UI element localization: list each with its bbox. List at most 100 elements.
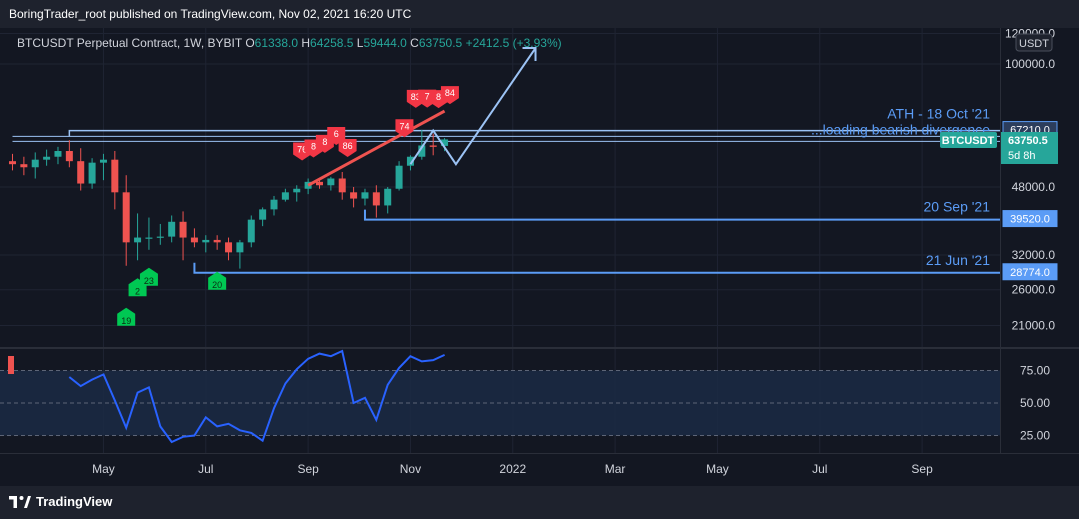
- level-price-text: 39520.0: [1010, 214, 1050, 226]
- published-text: BoringTrader_root published on TradingVi…: [9, 7, 412, 21]
- candle-body[interactable]: [304, 181, 312, 189]
- price-tick-label: 26000.0: [1012, 283, 1056, 297]
- candle-body[interactable]: [156, 236, 164, 238]
- level-price-badge: [1002, 263, 1058, 281]
- buy-signal-marker[interactable]: [208, 271, 227, 290]
- candle-body[interactable]: [384, 188, 392, 206]
- candle-body[interactable]: [259, 209, 267, 220]
- buy-signal-marker[interactable]: [139, 267, 158, 286]
- sell-signal-marker[interactable]: [338, 139, 357, 157]
- candle-body[interactable]: [247, 219, 255, 243]
- price-tick-label: 32000.0: [1012, 248, 1056, 262]
- time-tick-label: Nov: [400, 462, 421, 476]
- close-value: 63750.5: [419, 36, 466, 50]
- time-tick-label: May: [92, 462, 115, 476]
- sell-signal-label: 8: [311, 141, 316, 151]
- candle-body[interactable]: [281, 192, 289, 200]
- sell-signal-label: 6: [334, 129, 339, 139]
- price-tick-label: 100000.0: [1005, 57, 1055, 71]
- sell-signal-label: 76: [297, 144, 307, 154]
- time-tick-label: Sep: [297, 462, 319, 476]
- level-annotation: 20 Sep '21: [923, 199, 990, 215]
- sell-signal-label: 83: [411, 92, 421, 102]
- candle-body[interactable]: [395, 165, 403, 189]
- rsi-line: [68, 349, 446, 444]
- buy-signal-label: 19: [121, 316, 131, 326]
- time-tick-label: May: [706, 462, 729, 476]
- sell-signal-label: 8: [436, 92, 441, 102]
- level-annotation: 21 Jun '21: [926, 252, 990, 268]
- last-price-text: 63750.5: [1008, 135, 1048, 147]
- sell-signal-marker[interactable]: [440, 86, 459, 105]
- candle-body[interactable]: [20, 164, 28, 168]
- candle-body[interactable]: [190, 237, 198, 243]
- chart-area[interactable]: ATH - 18 Oct '21...loading bearish diver…: [0, 28, 1079, 486]
- candle-body[interactable]: [179, 221, 187, 238]
- buy-signal-marker[interactable]: [117, 307, 136, 326]
- high-value: 64258.5: [310, 36, 357, 50]
- candle-body[interactable]: [361, 192, 369, 199]
- projection-path[interactable]: [409, 47, 537, 166]
- ath-level-line: [68, 129, 1000, 137]
- publish-bar: BoringTrader_root published on TradingVi…: [0, 0, 1079, 28]
- buy-signal-label: 2: [135, 286, 140, 296]
- candle-body[interactable]: [43, 156, 51, 160]
- candle-body[interactable]: [372, 192, 380, 206]
- candle-body[interactable]: [202, 239, 210, 243]
- price-tick-label: 21000.0: [1012, 319, 1056, 333]
- candle-body[interactable]: [418, 145, 426, 157]
- candle-body[interactable]: [54, 151, 62, 157]
- candle-body[interactable]: [111, 159, 119, 193]
- time-tick-label: Jul: [812, 462, 827, 476]
- level-price-text: 67210.0: [1010, 125, 1050, 137]
- candle-body[interactable]: [350, 192, 358, 199]
- buy-signal-label: 23: [144, 276, 154, 286]
- candle-body[interactable]: [213, 239, 221, 243]
- candle-body[interactable]: [441, 139, 449, 146]
- currency-badge[interactable]: [1015, 33, 1053, 52]
- last-price-badge: [1001, 132, 1058, 164]
- candle-body[interactable]: [315, 181, 323, 186]
- sell-signal-label: 7: [425, 92, 430, 102]
- footer-bar: [0, 486, 1079, 519]
- low-label: L: [357, 36, 364, 50]
- candle-body[interactable]: [99, 159, 107, 163]
- candle-body[interactable]: [145, 237, 153, 239]
- candle-body[interactable]: [270, 199, 278, 210]
- sell-signal-marker[interactable]: [395, 119, 414, 138]
- projection-arrowhead: [522, 47, 537, 62]
- candle-body[interactable]: [122, 192, 130, 243]
- candle-body[interactable]: [31, 159, 39, 168]
- divergence-trendline[interactable]: [307, 109, 446, 187]
- rsi-indicator-marker: [8, 356, 14, 374]
- level-price-text: 28774.0: [1010, 267, 1050, 279]
- candle-body[interactable]: [429, 145, 437, 147]
- open-label: O: [245, 36, 254, 50]
- tradingview-logo[interactable]: TradingView: [9, 494, 112, 509]
- candle-body[interactable]: [134, 237, 142, 243]
- low-value: 59444.0: [363, 36, 410, 50]
- candle-body[interactable]: [77, 161, 85, 184]
- candle-body[interactable]: [225, 242, 233, 253]
- change-value: +2412.5 (+3.93%): [466, 36, 562, 50]
- candle-body[interactable]: [236, 242, 244, 253]
- time-tick-label: 2022: [499, 462, 526, 476]
- candle-body[interactable]: [65, 151, 73, 162]
- candle-body[interactable]: [88, 162, 96, 184]
- rsi-tick-label: 75.00: [1020, 364, 1050, 378]
- sell-signal-label: 86: [343, 141, 353, 151]
- candle-body[interactable]: [327, 178, 335, 186]
- rsi-tick-label: 50.00: [1020, 396, 1050, 410]
- countdown-text: 5d 8h: [1008, 150, 1036, 162]
- candle-body[interactable]: [338, 178, 346, 193]
- currency-badge-text: USDT: [1019, 38, 1049, 50]
- close-label: C: [410, 36, 419, 50]
- candle-body[interactable]: [9, 161, 16, 165]
- time-tick-label: Sep: [911, 462, 933, 476]
- symbol-legend: BTCUSDT Perpetual Contract, 1W, BYBIT O6…: [17, 36, 562, 50]
- candle-body[interactable]: [168, 221, 176, 237]
- candle-body[interactable]: [293, 188, 301, 193]
- sep-level-line: [363, 209, 1000, 221]
- symbol-price-tag: [940, 132, 997, 148]
- candle-body[interactable]: [406, 156, 414, 166]
